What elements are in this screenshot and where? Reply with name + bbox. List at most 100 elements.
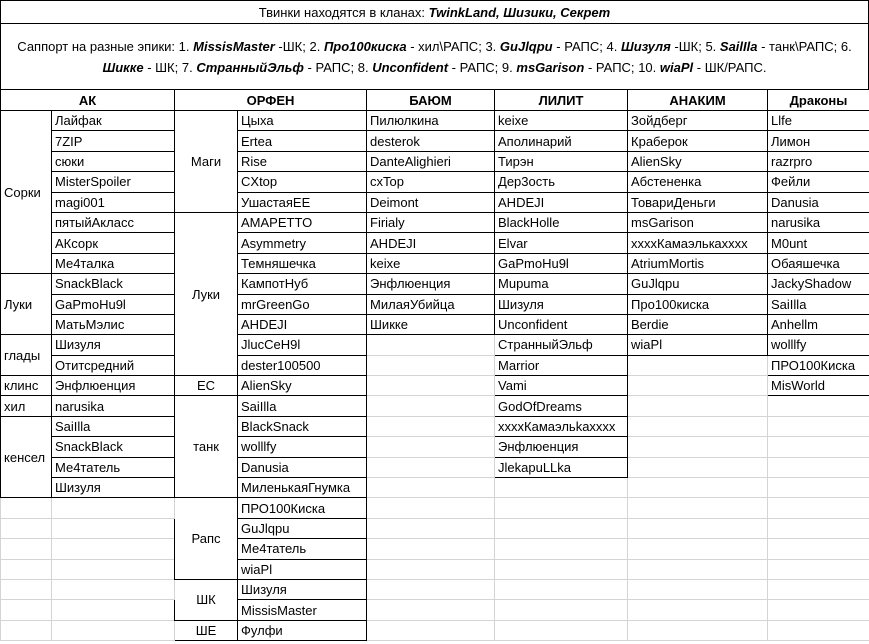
empty-cell xyxy=(50,619,176,642)
empty-cell xyxy=(0,538,52,560)
name-cell: AHDEJI xyxy=(494,191,629,213)
support-number: 4. xyxy=(606,39,618,54)
data-row: МатьМэлис AHDEJI Шикке Unconfident Berdie Anh… xyxy=(1,313,869,336)
name-cell: Тирэн xyxy=(494,150,629,173)
name-cell: xxxxКамаэлькaxxxx xyxy=(627,232,769,254)
empty-cell xyxy=(366,538,496,560)
name-cell: wolllfy xyxy=(767,334,869,356)
name-cell: AlienSky xyxy=(237,375,368,397)
empty-cell xyxy=(366,619,496,642)
name-cell: DanteAlighieri xyxy=(366,150,496,173)
empty-cell xyxy=(627,456,769,479)
support-number: 10. xyxy=(638,60,657,75)
data-row: ШК Шизуля xyxy=(0,578,869,621)
name-cell: Цыха xyxy=(237,109,368,132)
name-cell: Лайфак xyxy=(50,109,176,132)
name-cell: GuJlqpu xyxy=(627,273,769,295)
name-cell: 7ZIP xyxy=(50,130,176,152)
empty-cell xyxy=(366,456,496,479)
group-label: хил xyxy=(0,395,52,417)
name-cell: SaiIlla xyxy=(50,415,176,438)
group-label: глады xyxy=(0,334,52,377)
empty-cell xyxy=(767,619,869,642)
empty-cell xyxy=(627,415,769,438)
empty-cell xyxy=(627,375,769,397)
empty-cell xyxy=(366,497,496,519)
name-cell: Deimont xyxy=(366,191,496,213)
name-cell: MissisMaster xyxy=(237,599,368,621)
name-cell: Llfe xyxy=(767,109,869,132)
data-row: SnackBlack wolllfy Энфлюенция xyxy=(1,436,869,458)
column-header: БАЮМ xyxy=(366,89,496,111)
empty-cell xyxy=(50,497,176,519)
group-label: танк xyxy=(174,395,239,499)
clans: TwinkLand, Шизики, Секрет xyxy=(428,5,611,20)
name-cell: MisterSpoiler xyxy=(50,171,176,193)
empty-cell xyxy=(366,436,496,458)
empty-cell xyxy=(767,517,869,540)
name-cell: ПРО100Киска xyxy=(767,354,869,377)
empty-cell xyxy=(50,538,176,560)
empty-cell xyxy=(627,497,769,519)
empty-cell xyxy=(366,354,496,377)
name-cell: CXtop xyxy=(237,171,368,193)
name-cell: Marrior xyxy=(494,354,629,377)
group-label: клинс xyxy=(0,375,52,397)
empty-cell xyxy=(494,538,629,560)
data-row: Луки SnackBlack КампотНуб Энфлюенция Mupuma G… xyxy=(0,273,869,336)
group-label: Луки xyxy=(174,211,239,377)
name-cell: Энфлюенция xyxy=(494,436,629,458)
group-label: ШК xyxy=(174,578,239,621)
name-cell: AMAPETTO xyxy=(237,211,368,234)
support-row: Саппорт на разные эпики: 1. MissisMaster… xyxy=(0,23,869,89)
name-cell: desterok xyxy=(366,130,496,152)
data-row: MissisMaster xyxy=(0,599,869,621)
empty-cell xyxy=(50,578,176,601)
empty-cell xyxy=(0,578,52,601)
empty-cell xyxy=(627,436,769,458)
name-cell: BlackSnack xyxy=(237,415,368,438)
empty-cell xyxy=(366,558,496,580)
empty-cell xyxy=(767,578,869,601)
name-cell: wiaPl xyxy=(627,334,769,356)
name-cell: Пилюлкина xyxy=(366,109,496,132)
name-cell: Зойдберг xyxy=(627,109,769,132)
name-cell: КампотНуб xyxy=(237,273,368,295)
group-label: кенсел xyxy=(0,415,52,499)
name-cell: Rise xyxy=(237,150,368,173)
empty-cell xyxy=(627,558,769,580)
support-name: SailIla xyxy=(719,39,758,54)
name-cell: Ме4татель xyxy=(50,456,176,479)
support-role: -ШК; xyxy=(674,39,702,54)
name-cell: пятыйАкласс xyxy=(50,211,176,234)
empty-cell xyxy=(366,415,496,438)
name-cell: AtriumMortis xyxy=(627,252,769,275)
name-cell: Энфлюенция xyxy=(366,273,496,295)
data-row: Ме4татель Danusia JlekapuLLka xyxy=(1,456,869,479)
name-cell: keixe xyxy=(366,252,496,275)
support-intro: Саппорт на разные эпики: xyxy=(17,39,176,54)
name-cell: Шизуля xyxy=(50,477,176,499)
data-row: АКсорк Asymmetry AHDEJI Elvar xxxxКамаэлькax… xyxy=(1,232,869,254)
empty-cell xyxy=(366,334,496,356)
column-header: АНАКИМ xyxy=(627,89,769,111)
empty-cell xyxy=(0,619,52,642)
name-cell: Фулфи xyxy=(237,619,368,642)
name-cell: AlienSky xyxy=(627,150,769,173)
name-cell: cxTop xyxy=(366,171,496,193)
name-cell: wiaPl xyxy=(237,558,368,580)
empty-cell xyxy=(366,578,496,601)
empty-cell xyxy=(494,558,629,580)
column-header: Драконы xyxy=(767,89,869,111)
empty-cell xyxy=(767,538,869,560)
data-row: сюки Rise DanteAlighieri Тирэн AlienSky razrp… xyxy=(1,150,869,173)
name-cell: сюки xyxy=(50,150,176,173)
name-cell: МиленькаяГнумка xyxy=(237,477,368,499)
name-cell: Elvar xyxy=(494,232,629,254)
name-cell: JackyShadow xyxy=(767,273,869,295)
name-cell: Обаяшечка xyxy=(767,252,869,275)
data-row: Шизуля МиленькаяГнумка xyxy=(1,477,869,499)
name-cell: Энфлюенция xyxy=(50,375,176,397)
support-role: - ШК/РАПС. xyxy=(696,60,767,75)
